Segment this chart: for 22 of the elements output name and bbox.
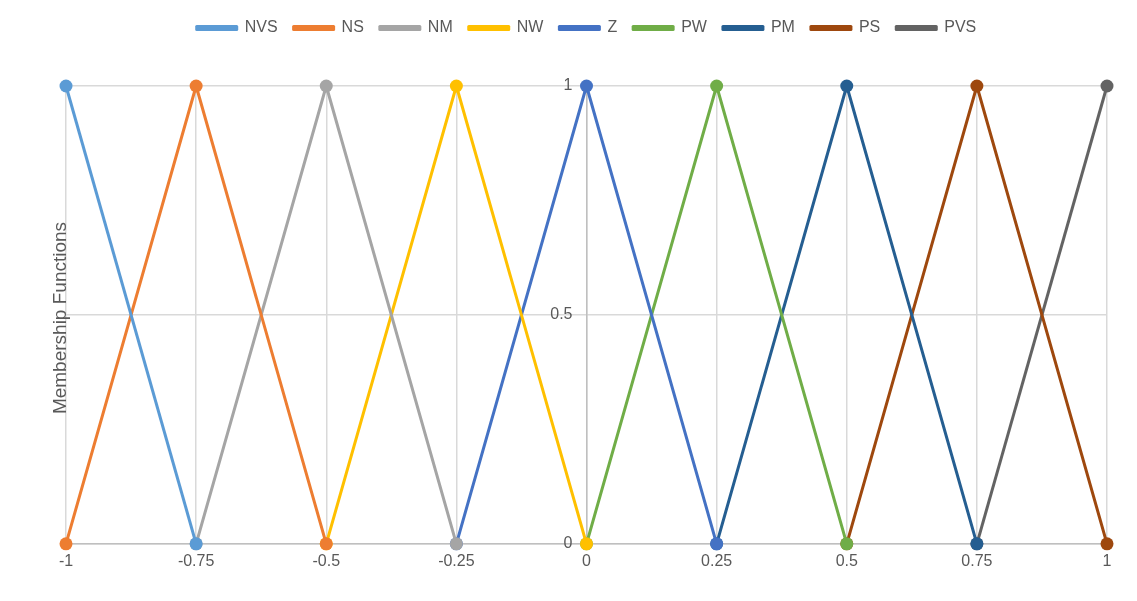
legend-label: PS	[858, 18, 881, 36]
y-tick-label: 0.5	[550, 305, 573, 323]
legend-label: PVS	[944, 18, 977, 36]
x-tick-label: 1	[1102, 551, 1112, 569]
y-axis-title: Membership Functions	[49, 221, 71, 415]
legend-label: NW	[516, 18, 545, 36]
legend-label: NVS	[244, 18, 278, 36]
x-tick-label: 0.75	[961, 551, 993, 569]
y-tick-label: 0	[563, 534, 573, 552]
legend-label: PW	[681, 18, 708, 36]
x-tick-label: 0	[582, 551, 592, 569]
legend-label: NS	[341, 18, 364, 36]
legend-label: NM	[427, 18, 453, 36]
x-tick-label: -0.25	[438, 551, 475, 569]
legend-label: Z	[607, 18, 618, 36]
x-tick-label: 0.5	[835, 551, 858, 569]
x-tick-label: -1	[58, 551, 74, 569]
y-tick-label: 1	[563, 76, 573, 94]
x-tick-label: 0.25	[701, 551, 733, 569]
x-tick-label: -0.75	[177, 551, 215, 569]
x-tick-label: -0.5	[312, 551, 341, 569]
legend-label: PM	[770, 18, 795, 36]
